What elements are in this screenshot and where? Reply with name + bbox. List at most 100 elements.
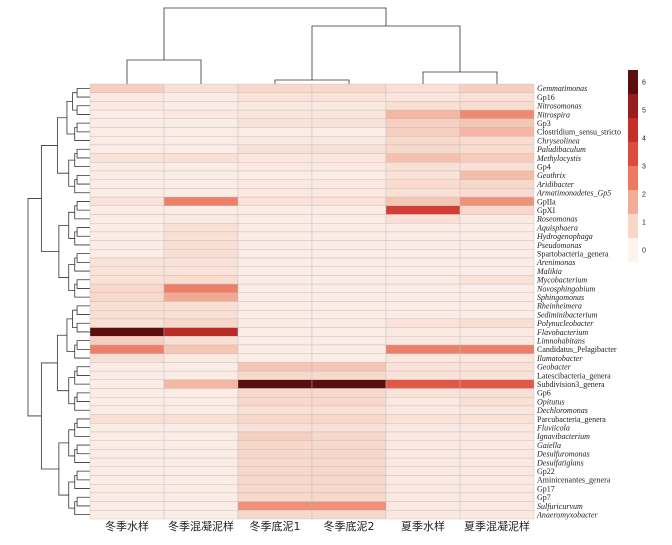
heatmap-cell: [459, 379, 535, 389]
heatmap-cells: [89, 83, 535, 520]
heatmap-cell: [89, 109, 165, 119]
heatmap-cell: [459, 362, 535, 372]
row-dendrogram-link: [74, 501, 90, 516]
heatmap-cell: [89, 118, 165, 128]
row-label: Hydrogenophaga: [536, 232, 593, 241]
legend-tick-label: 3: [642, 164, 646, 171]
heatmap-cell: [385, 379, 461, 389]
heatmap-cell: [459, 292, 535, 302]
heatmap-cell: [311, 231, 387, 241]
heatmap-cell: [237, 275, 313, 285]
row-dendrogram-link: [74, 153, 90, 168]
heatmap-cell: [89, 484, 165, 494]
heatmap-cell: [459, 414, 535, 424]
heatmap-cell: [89, 222, 165, 233]
heatmap-cell: [459, 196, 535, 207]
legend-swatch: [628, 70, 638, 95]
heatmap-cell: [459, 162, 535, 172]
heatmap-cell: [237, 144, 313, 154]
heatmap-cell: [311, 484, 387, 494]
heatmap-cell: [89, 466, 165, 476]
column-label: 冬季混凝泥样: [168, 519, 234, 533]
heatmap-cell: [311, 188, 387, 198]
heatmap-cell: [89, 510, 165, 520]
heatmap-cell: [163, 188, 239, 198]
heatmap-cell: [385, 196, 461, 207]
heatmap-cell: [89, 101, 165, 111]
heatmap-cell: [163, 484, 239, 494]
heatmap-cell: [385, 431, 461, 441]
row-label: Desulfatiglans: [536, 458, 584, 467]
heatmap-cell: [459, 327, 535, 337]
color-scale-legend: 0 1 2 3 4 5 6: [628, 70, 646, 263]
row-dendrogram-link: [74, 205, 90, 220]
heatmap-cell: [163, 83, 239, 93]
heatmap-cell: [237, 101, 313, 111]
heatmap-cell: [385, 275, 461, 285]
heatmap-cell: [459, 475, 535, 485]
heatmap-cell: [89, 83, 165, 93]
heatmap-cell: [311, 275, 387, 285]
heatmap-cell: [459, 440, 535, 450]
heatmap-cell: [89, 170, 165, 180]
row-label: Latescibacteria_genera: [537, 371, 611, 380]
row-label: Gp6: [537, 389, 551, 398]
heatmap-cell: [311, 466, 387, 476]
heatmap-cell: [311, 414, 387, 424]
row-dendrogram-link: [74, 257, 90, 272]
row-dendrogram-link: [58, 224, 69, 278]
heatmap-cell: [385, 397, 461, 407]
heatmap-cell: [459, 431, 535, 441]
heatmap-cell: [237, 257, 313, 267]
heatmap-cell: [385, 370, 461, 381]
heatmap-cell: [237, 118, 313, 128]
heatmap-cell: [385, 231, 461, 241]
row-label: Novosphingobium: [536, 284, 595, 293]
row-dendrogram-link: [66, 318, 75, 352]
heatmap-cell: [89, 292, 165, 302]
heatmap-cell: [385, 144, 461, 154]
legend-swatch: [628, 94, 638, 119]
row-dendrogram-link: [68, 377, 75, 405]
heatmap-cell: [237, 379, 313, 389]
heatmap-cell: [163, 431, 239, 441]
row-label: Limnohabitans: [536, 336, 585, 345]
row-label: Pseudomonas: [536, 241, 581, 250]
heatmap-cell: [163, 310, 239, 320]
row-dendrogram-link: [76, 105, 90, 115]
heatmap-cell: [385, 336, 461, 346]
row-dendrogram-link: [76, 279, 90, 289]
heatmap-cell: [459, 135, 535, 146]
legend-swatch: [628, 238, 638, 263]
row-label: Ilumatobacter: [536, 354, 583, 363]
heatmap-cell: [385, 249, 461, 259]
heatmap-cell: [311, 336, 387, 346]
row-dendrogram-link: [76, 174, 90, 185]
row-label: Geothrix: [537, 171, 566, 180]
heatmap-cell: [237, 423, 313, 433]
row-label: Geobacter: [537, 363, 572, 372]
column-dendrogram-link: [163, 7, 387, 60]
heatmap-cell: [163, 327, 239, 337]
heatmap-cell: [237, 431, 313, 441]
heatmap-cell: [311, 153, 387, 163]
heatmap-cell: [237, 196, 313, 207]
heatmap-cell: [311, 135, 387, 146]
column-dendrogram-link: [274, 79, 350, 84]
heatmap-cell: [459, 275, 535, 285]
heatmap-cell: [385, 83, 461, 93]
heatmap-cell: [163, 196, 239, 207]
heatmap-cell: [163, 440, 239, 450]
heatmap-cell: [311, 405, 387, 415]
heatmap-cell: [459, 144, 535, 154]
heatmap-cell: [237, 249, 313, 259]
row-label: Nitrosomonas: [536, 102, 582, 111]
heatmap-cell: [385, 449, 461, 459]
heatmap-cell: [89, 492, 165, 502]
row-dendrogram-link: [74, 127, 90, 141]
heatmap-cell: [89, 179, 165, 189]
heatmap-cell: [459, 388, 535, 398]
heatmap-cell: [163, 397, 239, 407]
heatmap-cell: [385, 179, 461, 189]
heatmap-cell: [89, 249, 165, 259]
